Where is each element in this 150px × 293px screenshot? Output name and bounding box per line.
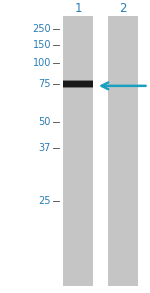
Text: 250: 250	[32, 24, 51, 34]
Bar	[108, 16, 138, 286]
Text: 50: 50	[39, 117, 51, 127]
Bar	[63, 80, 93, 81]
Text: 25: 25	[39, 196, 51, 206]
Text: 100: 100	[33, 58, 51, 68]
Bar	[63, 16, 93, 286]
Text: 2: 2	[119, 2, 127, 15]
Text: 75: 75	[39, 79, 51, 88]
Bar	[63, 80, 93, 88]
Bar	[63, 87, 93, 88]
Text: 37: 37	[39, 143, 51, 153]
Text: 1: 1	[74, 2, 82, 15]
Bar	[63, 88, 93, 89]
Bar	[63, 79, 93, 81]
Text: 150: 150	[33, 40, 51, 50]
